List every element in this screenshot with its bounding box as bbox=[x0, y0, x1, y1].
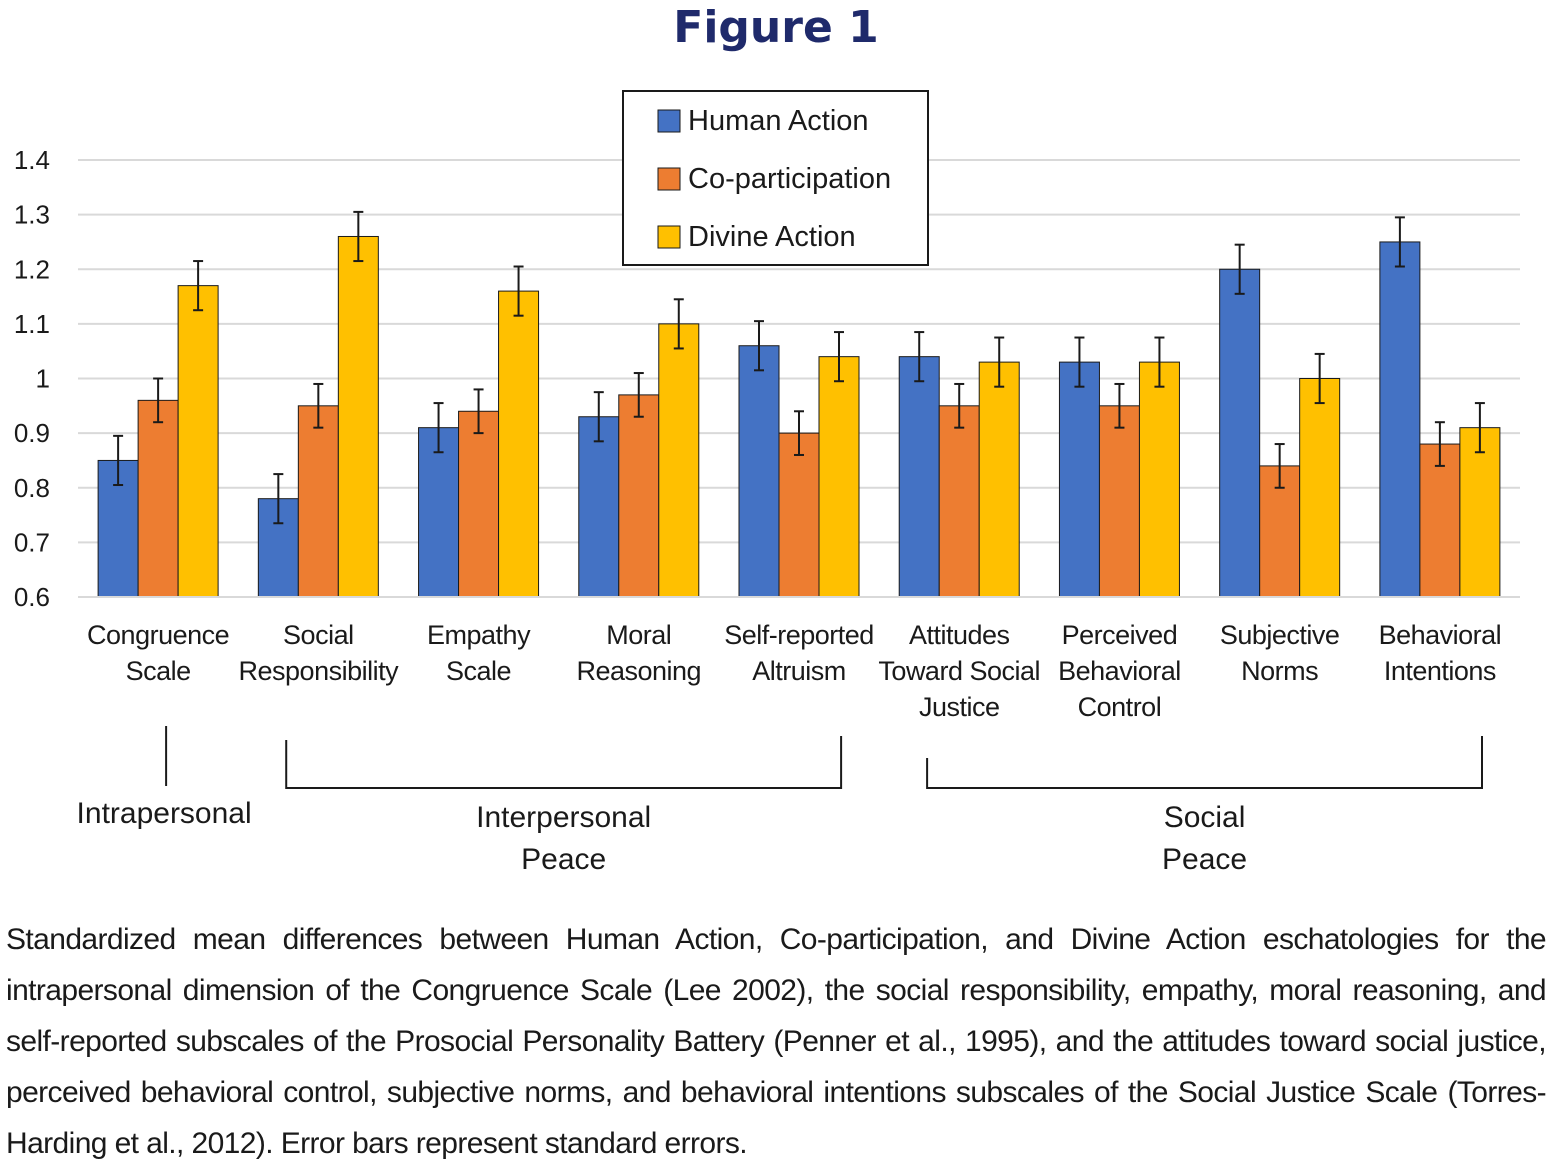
group-label: Peace bbox=[521, 843, 606, 876]
bar bbox=[337, 235, 379, 598]
bar bbox=[177, 285, 219, 598]
bar bbox=[978, 361, 1020, 598]
y-tick-label: 1.4 bbox=[14, 145, 50, 175]
y-tick-label: 1 bbox=[36, 364, 50, 394]
x-tick-label: Congruence bbox=[87, 620, 229, 650]
x-tick-label: Behavioral bbox=[1379, 620, 1502, 650]
x-tick-label: Perceived bbox=[1062, 620, 1178, 650]
bar bbox=[778, 432, 820, 598]
x-tick-label: Toward Social bbox=[878, 656, 1040, 686]
x-tick-label: Norms bbox=[1241, 656, 1318, 686]
x-tick-label: Subjective bbox=[1220, 620, 1340, 650]
bar bbox=[1419, 443, 1461, 598]
bar bbox=[738, 345, 780, 598]
x-tick-label: Social bbox=[283, 620, 354, 650]
legend-swatch bbox=[657, 109, 681, 133]
x-tick-label: Reasoning bbox=[576, 656, 701, 686]
bar bbox=[1299, 378, 1341, 598]
figure-title: Figure 1 bbox=[673, 2, 879, 53]
legend-label: Co-participation bbox=[688, 163, 891, 195]
group-label: Interpersonal bbox=[476, 801, 651, 834]
group-bracket bbox=[926, 736, 1483, 789]
x-tick-label: Scale bbox=[126, 656, 191, 686]
bar bbox=[137, 399, 179, 598]
y-tick-label: 0.6 bbox=[14, 582, 50, 612]
figure-caption: Standardized mean differences between Hu… bbox=[6, 923, 1547, 1160]
y-tick-label: 1.2 bbox=[14, 254, 50, 284]
group-label: Peace bbox=[1162, 843, 1247, 876]
bar-chart: 0.6 0.7 0.8 0.9 1 1.1 1.2 1.3 1.4 Congruence Scale… bbox=[14, 90, 1520, 876]
bar bbox=[938, 405, 980, 598]
bar bbox=[578, 416, 620, 598]
legend-label: Human Action bbox=[688, 105, 869, 137]
x-tick-label: Self-reported bbox=[724, 620, 874, 650]
y-tick-label: 0.8 bbox=[14, 473, 50, 503]
x-tick-label: Control bbox=[1078, 692, 1162, 722]
group-label: Social bbox=[1164, 801, 1246, 834]
x-tick-label: Justice bbox=[919, 692, 1000, 722]
bar bbox=[1219, 268, 1261, 598]
legend-swatch bbox=[657, 225, 681, 249]
bar bbox=[458, 410, 500, 598]
bar bbox=[1379, 241, 1421, 598]
bar bbox=[898, 356, 940, 598]
x-tick-label: Moral bbox=[606, 620, 671, 650]
legend-label: Divine Action bbox=[688, 221, 856, 253]
x-tick-label: Empathy bbox=[427, 620, 531, 650]
bar bbox=[658, 323, 700, 598]
y-tick-label: 0.9 bbox=[14, 418, 50, 448]
x-tick-label: Intentions bbox=[1384, 656, 1496, 686]
legend-swatch bbox=[657, 167, 681, 191]
bar bbox=[1459, 427, 1501, 598]
y-tick-label: 1.3 bbox=[14, 200, 50, 230]
x-tick-label: Behavioral bbox=[1058, 656, 1181, 686]
x-tick-label: Responsibility bbox=[239, 656, 400, 686]
y-tick-label: 0.7 bbox=[14, 527, 50, 557]
x-tick-label: Scale bbox=[446, 656, 511, 686]
bar bbox=[1058, 361, 1100, 598]
bar bbox=[818, 356, 860, 598]
group-bracket bbox=[285, 736, 843, 789]
bar bbox=[297, 405, 339, 598]
bar bbox=[1098, 405, 1140, 598]
bar bbox=[498, 290, 540, 598]
x-tick-label: Altruism bbox=[752, 656, 846, 686]
group-label: Intrapersonal bbox=[77, 797, 252, 830]
bar bbox=[618, 394, 660, 598]
y-tick-label: 1.1 bbox=[14, 309, 50, 339]
x-tick-label: Attitudes bbox=[909, 620, 1010, 650]
bar bbox=[1138, 361, 1180, 598]
